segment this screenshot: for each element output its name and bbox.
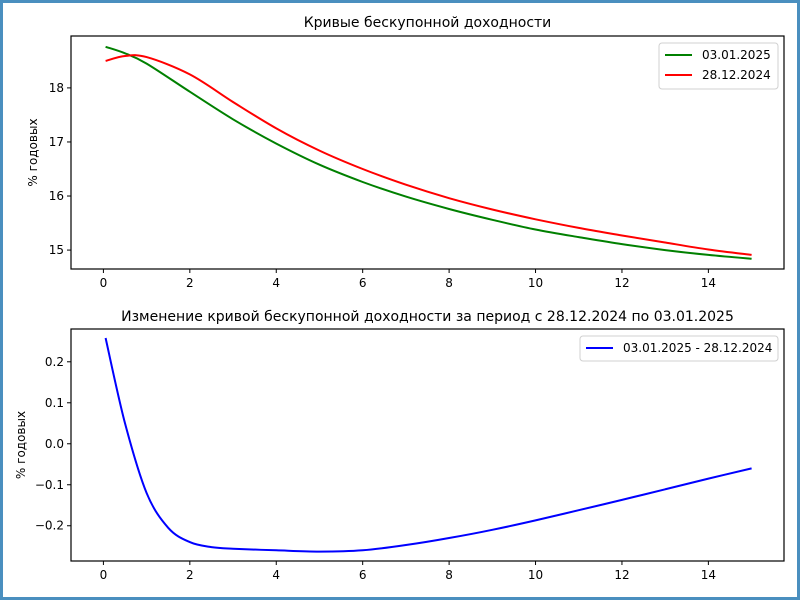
y-tick-label: 15 [49, 243, 64, 257]
legend-label: 03.01.2025 - 28.12.2024 [623, 341, 772, 355]
axes-frame [70, 35, 785, 270]
y-tick-label: 0.2 [45, 355, 64, 369]
legend: 03.01.2025 28.12.2024 [658, 42, 779, 90]
y-tick-label: −0.1 [35, 478, 64, 492]
y-axis-label: % годовых [26, 118, 40, 186]
x-tick-label: 6 [359, 568, 367, 582]
y-tick-label: 16 [49, 189, 64, 203]
y-tick-label: 17 [49, 135, 64, 149]
series-line-03-01-2025 [105, 45, 752, 260]
y-axis-label: % годовых [14, 411, 28, 479]
y-tick-label: −0.2 [35, 519, 64, 533]
x-tick-label: 4 [272, 568, 280, 582]
chart-title: Изменение кривой бескупонной доходности … [121, 309, 734, 325]
y-tick-label: 0.1 [45, 396, 64, 410]
axes-frame [70, 328, 785, 562]
x-tick-label: 12 [614, 276, 629, 290]
x-tick-label: 8 [445, 568, 453, 582]
x-tick-label: 12 [614, 568, 629, 582]
x-tick-label: 0 [100, 568, 108, 582]
x-tick-label: 2 [186, 568, 194, 582]
x-tick-label: 0 [100, 276, 108, 290]
legend-label: 03.01.2025 [702, 48, 771, 62]
chart-title: Кривые бескупонной доходности [304, 15, 552, 31]
x-tick-label: 14 [701, 568, 716, 582]
x-tick-label: 6 [359, 276, 367, 290]
y-tick-label: 18 [49, 81, 64, 95]
x-tick-label: 10 [528, 568, 543, 582]
yield-change-chart: Изменение кривой бескупонной доходности … [14, 309, 785, 582]
legend-box [579, 335, 779, 362]
legend-label: 28.12.2024 [702, 68, 771, 82]
yield-curves-chart: Кривые бескупонной доходности 0 2 4 6 8 10 12 14… [26, 15, 785, 290]
x-tick-label: 2 [186, 276, 194, 290]
x-tick-label: 8 [445, 276, 453, 290]
series-line-03-01-2025-28-12-2024 [104, 337, 752, 553]
x-tick-label: 14 [701, 276, 716, 290]
x-tick-label: 10 [528, 276, 543, 290]
x-tick-label: 4 [272, 276, 280, 290]
y-tick-label: 0.0 [45, 437, 64, 451]
series-line-28-12-2024 [105, 54, 752, 256]
legend: 03.01.2025 - 28.12.2024 [579, 335, 779, 362]
